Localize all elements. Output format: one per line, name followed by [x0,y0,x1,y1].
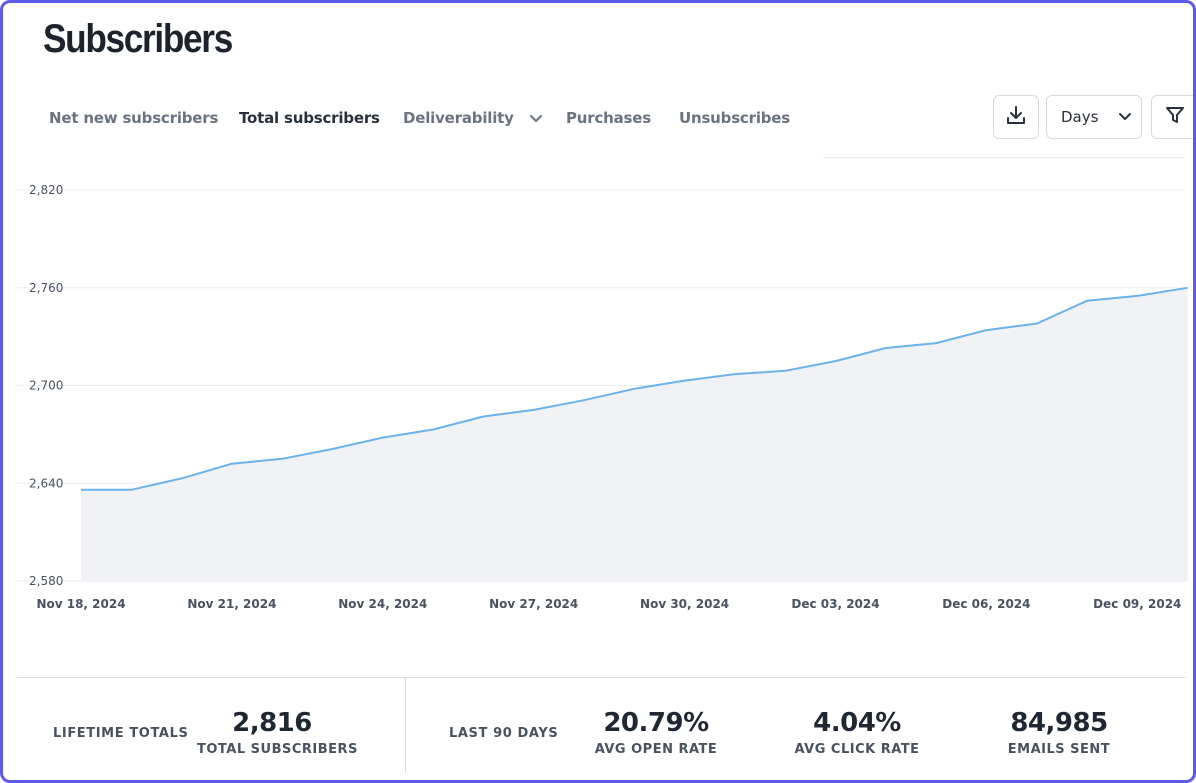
stat-value: 4.04% [813,708,901,738]
x-axis: Nov 18, 2024 Nov 21, 2024 Nov 24, 2024 Nov … [36,597,1181,611]
x-tick-label: Dec 06, 2024 [942,597,1030,611]
stat-value: 84,985 [1010,708,1108,738]
filter-icon [1165,105,1185,130]
tab-purchases[interactable]: Purchases [566,109,651,127]
y-tick-label: 2,820 [29,183,63,197]
tab-total-subscribers[interactable]: Total subscribers [239,109,380,127]
chevron-down-icon [529,110,543,128]
lifetime-totals-caption: LIFETIME TOTALS [53,726,189,741]
stat-total-subscribers: 2,816 TOTAL SUBSCRIBERS [197,708,358,757]
stat-label: AVG OPEN RATE [594,742,718,757]
stat-value: 20.79% [603,708,709,738]
chevron-down-icon [1118,112,1132,122]
tab-label: Net new subscribers [49,109,219,127]
period-select[interactable]: Days [1046,95,1142,139]
period-select-value: Days [1061,108,1099,126]
tab-net-new-subscribers[interactable]: Net new subscribers [49,109,218,127]
y-axis: 2,820 2,760 2,700 2,640 2,580 [29,183,63,588]
x-tick-label: Nov 24, 2024 [338,597,427,611]
stat-emails-sent: 84,985 EMAILS SENT [984,708,1134,757]
x-tick-label: Nov 21, 2024 [187,597,276,611]
x-tick-label: Dec 03, 2024 [791,597,879,611]
chart-area-fill [81,287,1188,581]
download-icon [1006,105,1026,130]
chart-series-line [81,286,1188,491]
tab-label: Unsubscribes [679,109,791,127]
x-tick-label: Nov 30, 2024 [640,597,729,611]
toolbar-divider [823,157,1185,158]
tab-label: Deliverability [403,109,514,127]
stat-avg-click-rate: 4.04% AVG CLICK RATE [782,708,932,757]
filter-button[interactable] [1151,95,1193,139]
y-tick-label: 2,700 [29,379,63,393]
last-90-days-caption: LAST 90 DAYS [449,726,559,741]
stat-label: EMAILS SENT [1007,742,1111,757]
stats-bar: LIFETIME TOTALS 2,816 TOTAL SUBSCRIBERS … [17,677,1185,780]
tab-label: Total subscribers [239,109,380,127]
x-tick-label: Nov 27, 2024 [489,597,578,611]
x-tick-label: Dec 09, 2024 [1093,597,1181,611]
y-tick-label: 2,760 [29,281,63,295]
tab-label: Purchases [566,109,651,127]
download-button[interactable] [993,95,1039,139]
stat-label: AVG CLICK RATE [794,742,920,757]
stat-value: 2,816 [232,708,312,738]
y-tick-label: 2,580 [29,574,63,588]
tab-deliverability[interactable]: Deliverability [403,109,543,128]
x-tick-label: Nov 18, 2024 [36,597,125,611]
stats-divider [405,678,406,773]
page-title: Subscribers [43,17,233,61]
stat-label: TOTAL SUBSCRIBERS [197,742,358,757]
stat-avg-open-rate: 20.79% AVG OPEN RATE [581,708,731,757]
tab-unsubscribes[interactable]: Unsubscribes [679,109,790,127]
y-tick-label: 2,640 [29,476,63,490]
